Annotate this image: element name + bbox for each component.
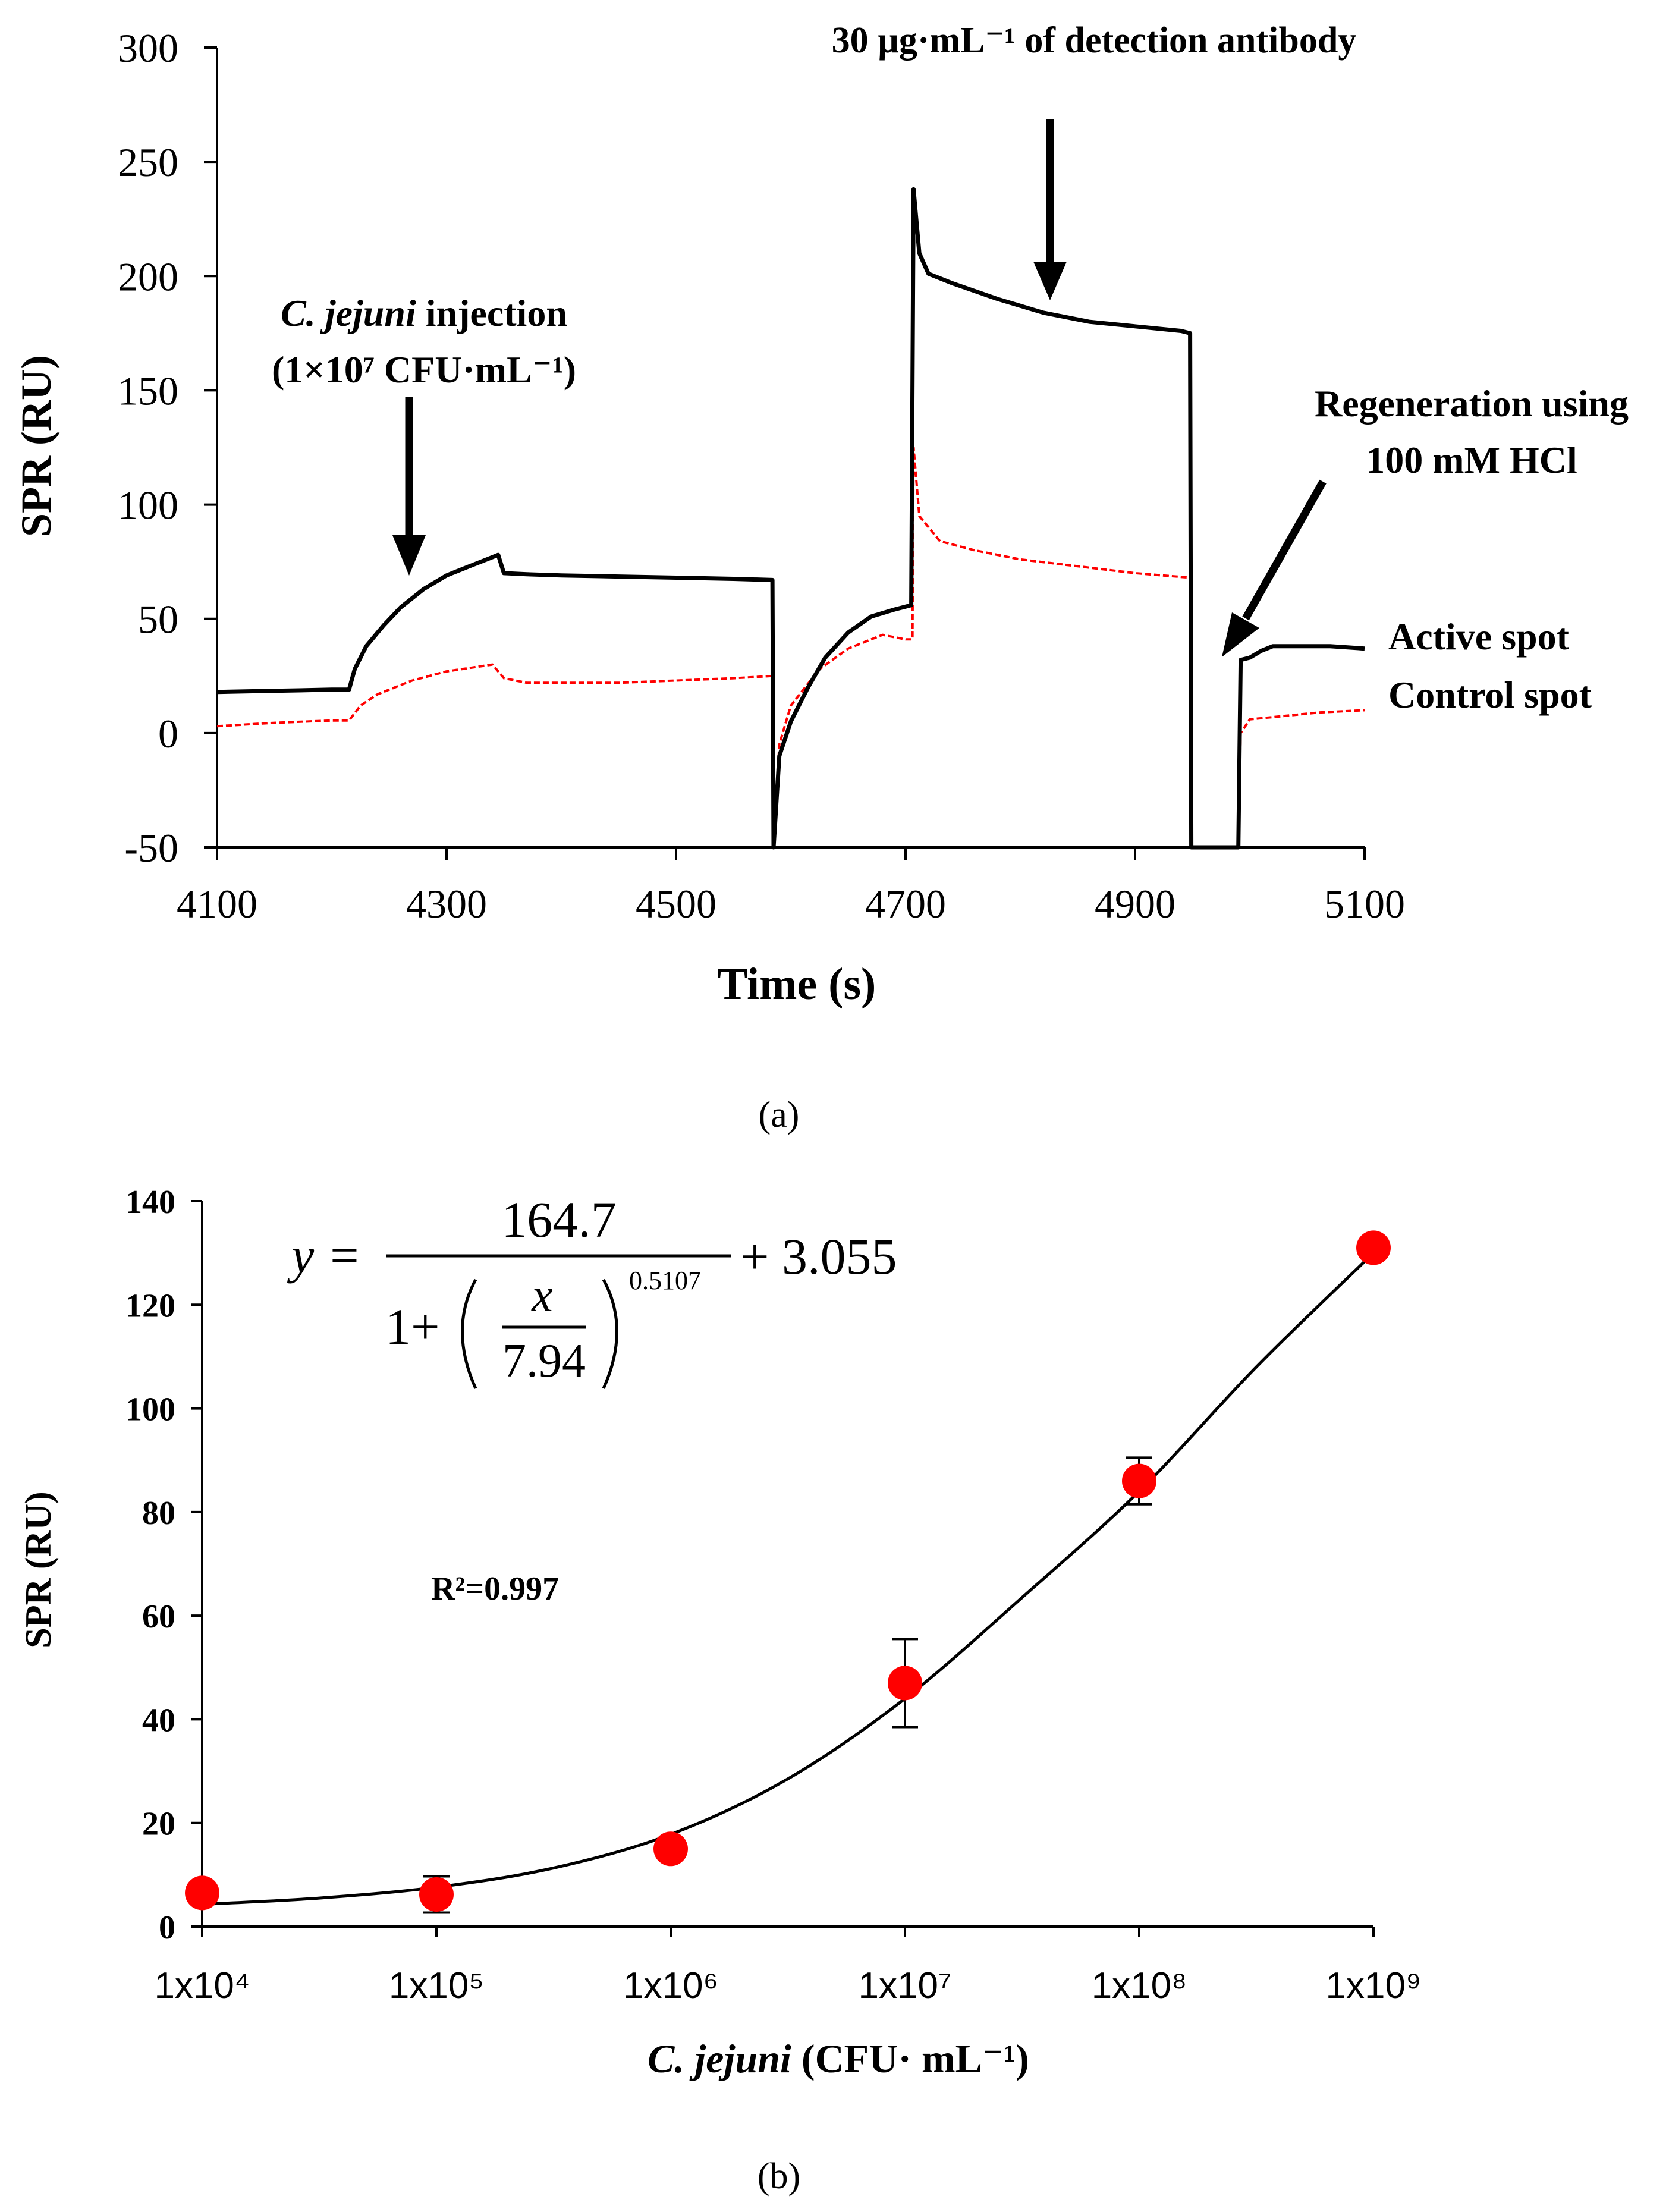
equation-x: x: [531, 1270, 553, 1322]
b-y-tick-label: 100: [125, 1391, 175, 1428]
b-x-axis-label: C. jejuni (CFU· mL⁻¹): [648, 2036, 1029, 2081]
data-point: [419, 1877, 454, 1912]
arrow-detection: [1033, 119, 1067, 300]
data-point: [185, 1875, 219, 1911]
data-point: [653, 1831, 688, 1867]
legend-active-spot: Active spot: [1388, 615, 1570, 658]
annotation-detection-antibody: 30 µg·mL⁻¹ of detection antibody: [832, 20, 1357, 61]
a-x-tick-label: 4900: [1095, 881, 1175, 926]
annotation-injection-line2: (1×10⁷ CFU·mL⁻¹): [272, 348, 576, 391]
data-point: [888, 1666, 922, 1701]
arrow-regeneration: [1222, 479, 1327, 657]
a-y-tick-label: 150: [118, 368, 178, 413]
b-y-axis-label: SPR (RU): [18, 1491, 59, 1648]
a-x-axis-label: Time (s): [718, 959, 876, 1009]
equation-left-paren: [461, 1278, 477, 1390]
a-x-tick-label: 4500: [636, 881, 716, 926]
b-y-tick-label: 40: [142, 1702, 175, 1739]
b-y-tick-label: 0: [159, 1909, 175, 1946]
a-y-tick-label: 100: [118, 483, 178, 528]
a-y-tick-label: 200: [118, 254, 178, 299]
a-x-tick-label: 4300: [406, 881, 487, 926]
panel-b: 0 20 40 60 80 100 120 140 1x10⁴ 1x10⁵ 1x10⁶ 1x10⁷ 1…: [18, 1184, 1422, 2081]
annotation-regeneration-line2: 100 mM HCl: [1366, 439, 1577, 481]
a-y-tick-label: 300: [118, 26, 178, 71]
r-squared: R²=0.997: [431, 1570, 559, 1607]
b-x-tick-label: 1x10⁷: [859, 1965, 952, 2006]
b-x-tick-label: 1x10⁸: [1092, 1965, 1187, 2006]
panel-a: -50 0 50 100 150 200 250 300 4100 4300 4500 4700 49…: [12, 20, 1629, 1009]
b-y-tick-label: 80: [142, 1495, 175, 1532]
legend-control-spot: Control spot: [1388, 674, 1592, 716]
equation-numerator: 164.7: [501, 1191, 617, 1248]
equation-denominator-one: 1+: [385, 1298, 440, 1355]
data-point: [1356, 1230, 1391, 1265]
a-y-axis-label: SPR (RU): [12, 355, 60, 537]
equation-constant: + 3.055: [740, 1228, 897, 1285]
a-x-tick-label: 4700: [865, 881, 946, 926]
b-x-tick-label: 1x10⁴: [154, 1965, 250, 2006]
equation-inner-denominator: 7.94: [502, 1335, 586, 1387]
b-x-tick-label: 1x10⁹: [1326, 1965, 1422, 2006]
b-y-tick-label: 60: [142, 1598, 175, 1635]
equation-exponent: 0.5107: [629, 1266, 701, 1295]
a-y-tick-label: 0: [158, 711, 178, 756]
caption-b: (b): [758, 2156, 800, 2197]
a-y-tick-label: -50: [124, 825, 178, 871]
active-spot-line: [216, 187, 1365, 850]
arrow-injection: [392, 397, 426, 576]
b-y-tick-label: 20: [142, 1806, 175, 1843]
a-x-tick-label: 5100: [1324, 881, 1405, 926]
b-x-tick-label: 1x10⁵: [389, 1965, 484, 2006]
b-y-tick-label: 120: [125, 1287, 175, 1324]
caption-a: (a): [759, 1095, 800, 1135]
b-x-tick-label: 1x10⁶: [623, 1965, 718, 2006]
equation-right-paren: [602, 1278, 618, 1390]
a-y-tick-label: 250: [118, 140, 178, 185]
b-y-tick-label: 140: [125, 1184, 175, 1221]
annotation-regeneration-line1: Regeneration using: [1315, 382, 1629, 425]
a-y-tick-label: 50: [138, 597, 178, 642]
equation-y: y =: [287, 1227, 362, 1284]
fit-curve: [202, 1252, 1375, 1906]
data-point: [1122, 1463, 1156, 1498]
annotation-injection-line1: C. jejuni injection: [281, 292, 567, 334]
fit-equation: y = 164.7 1+ x 7.94 0.5107 + 3.055: [287, 1191, 897, 1390]
a-x-tick-label: 4100: [177, 881, 257, 926]
